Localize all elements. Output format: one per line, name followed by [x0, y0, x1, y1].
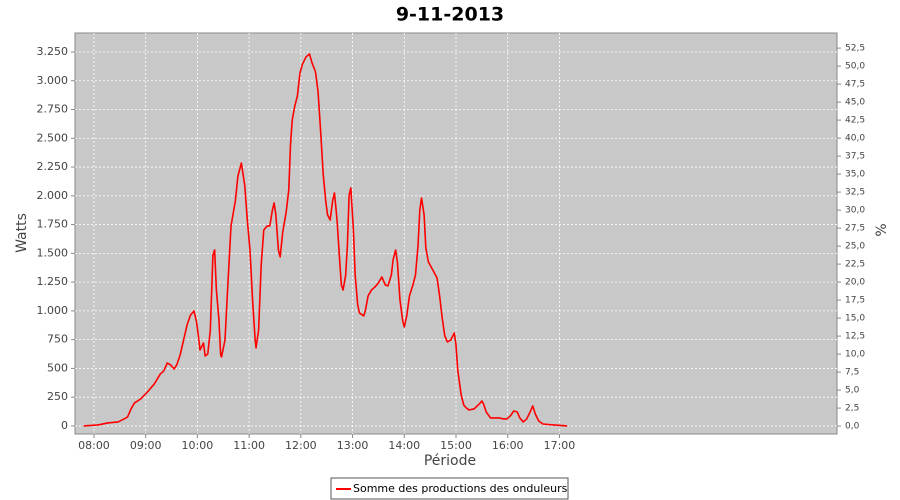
y2-tick-label: 10,0	[845, 350, 865, 360]
y-axis-label: Watts	[14, 213, 30, 253]
y2-tick-label: 45,0	[845, 98, 865, 108]
y2-tick-label: 32,5	[845, 188, 865, 198]
y2-tick-label: 50,0	[845, 62, 865, 72]
y-tick-label: 3.000	[37, 74, 69, 87]
y2-tick-label: 0,0	[845, 422, 860, 432]
x-axis-label: Période	[424, 453, 476, 469]
y2-axis-label: %	[874, 223, 890, 236]
y2-tick-label: 15,0	[845, 314, 865, 324]
y2-tick-label: 25,0	[845, 242, 865, 252]
y-tick-label: 2.250	[37, 160, 69, 173]
y2-tick-label: 27,5	[845, 224, 865, 234]
x-tick-label: 11:00	[233, 439, 265, 452]
y-tick-label: 1.250	[37, 275, 69, 288]
x-tick-label: 12:00	[285, 439, 317, 452]
y2-tick-label: 17,5	[845, 296, 865, 306]
x-tick-label: 16:00	[492, 439, 524, 452]
y2-tick-label: 35,0	[845, 170, 865, 180]
x-tick-label: 14:00	[388, 439, 420, 452]
y-tick-label: 2.750	[37, 103, 69, 116]
y-tick-label: 2.000	[37, 189, 69, 202]
y2-tick-label: 42,5	[845, 116, 865, 126]
legend	[330, 477, 569, 500]
x-tick-label: 15:00	[440, 439, 472, 452]
y-tick-label: 1.000	[37, 304, 69, 317]
y2-tick-label: 37,5	[845, 152, 865, 162]
x-tick-label: 09:00	[130, 439, 162, 452]
y-tick-label: 1.750	[37, 218, 69, 231]
y-tick-label: 1.500	[37, 246, 69, 259]
y-tick-label: 3.250	[37, 45, 69, 58]
y2-tick-label: 22,5	[845, 260, 865, 270]
y2-tick-label: 7,5	[845, 368, 859, 378]
y2-tick-label: 52,5	[845, 44, 865, 54]
y2-tick-label: 2,5	[845, 404, 859, 414]
x-tick-label: 10:00	[182, 439, 214, 452]
legend-label: Somme des productions des onduleurs	[353, 482, 568, 495]
y-tick-label: 250	[47, 390, 68, 403]
y2-tick-label: 30,0	[845, 206, 865, 216]
x-tick-label: 13:00	[337, 439, 369, 452]
y2-tick-label: 5,0	[845, 386, 860, 396]
y2-tick-label: 40,0	[845, 134, 865, 144]
y2-tick-label: 47,5	[845, 80, 865, 90]
series-line	[83, 53, 568, 427]
x-tick-label: 08:00	[78, 439, 110, 452]
chart-title: 9-11-2013	[396, 4, 504, 26]
x-tick-label: 17:00	[544, 439, 576, 452]
y-tick-label: 2.500	[37, 131, 69, 144]
y-tick-label: 500	[47, 361, 68, 374]
y-tick-label: 750	[47, 333, 68, 346]
y2-tick-label: 20,0	[845, 278, 865, 288]
y2-tick-label: 12,5	[845, 332, 865, 342]
y-tick-label: 0	[61, 419, 68, 432]
